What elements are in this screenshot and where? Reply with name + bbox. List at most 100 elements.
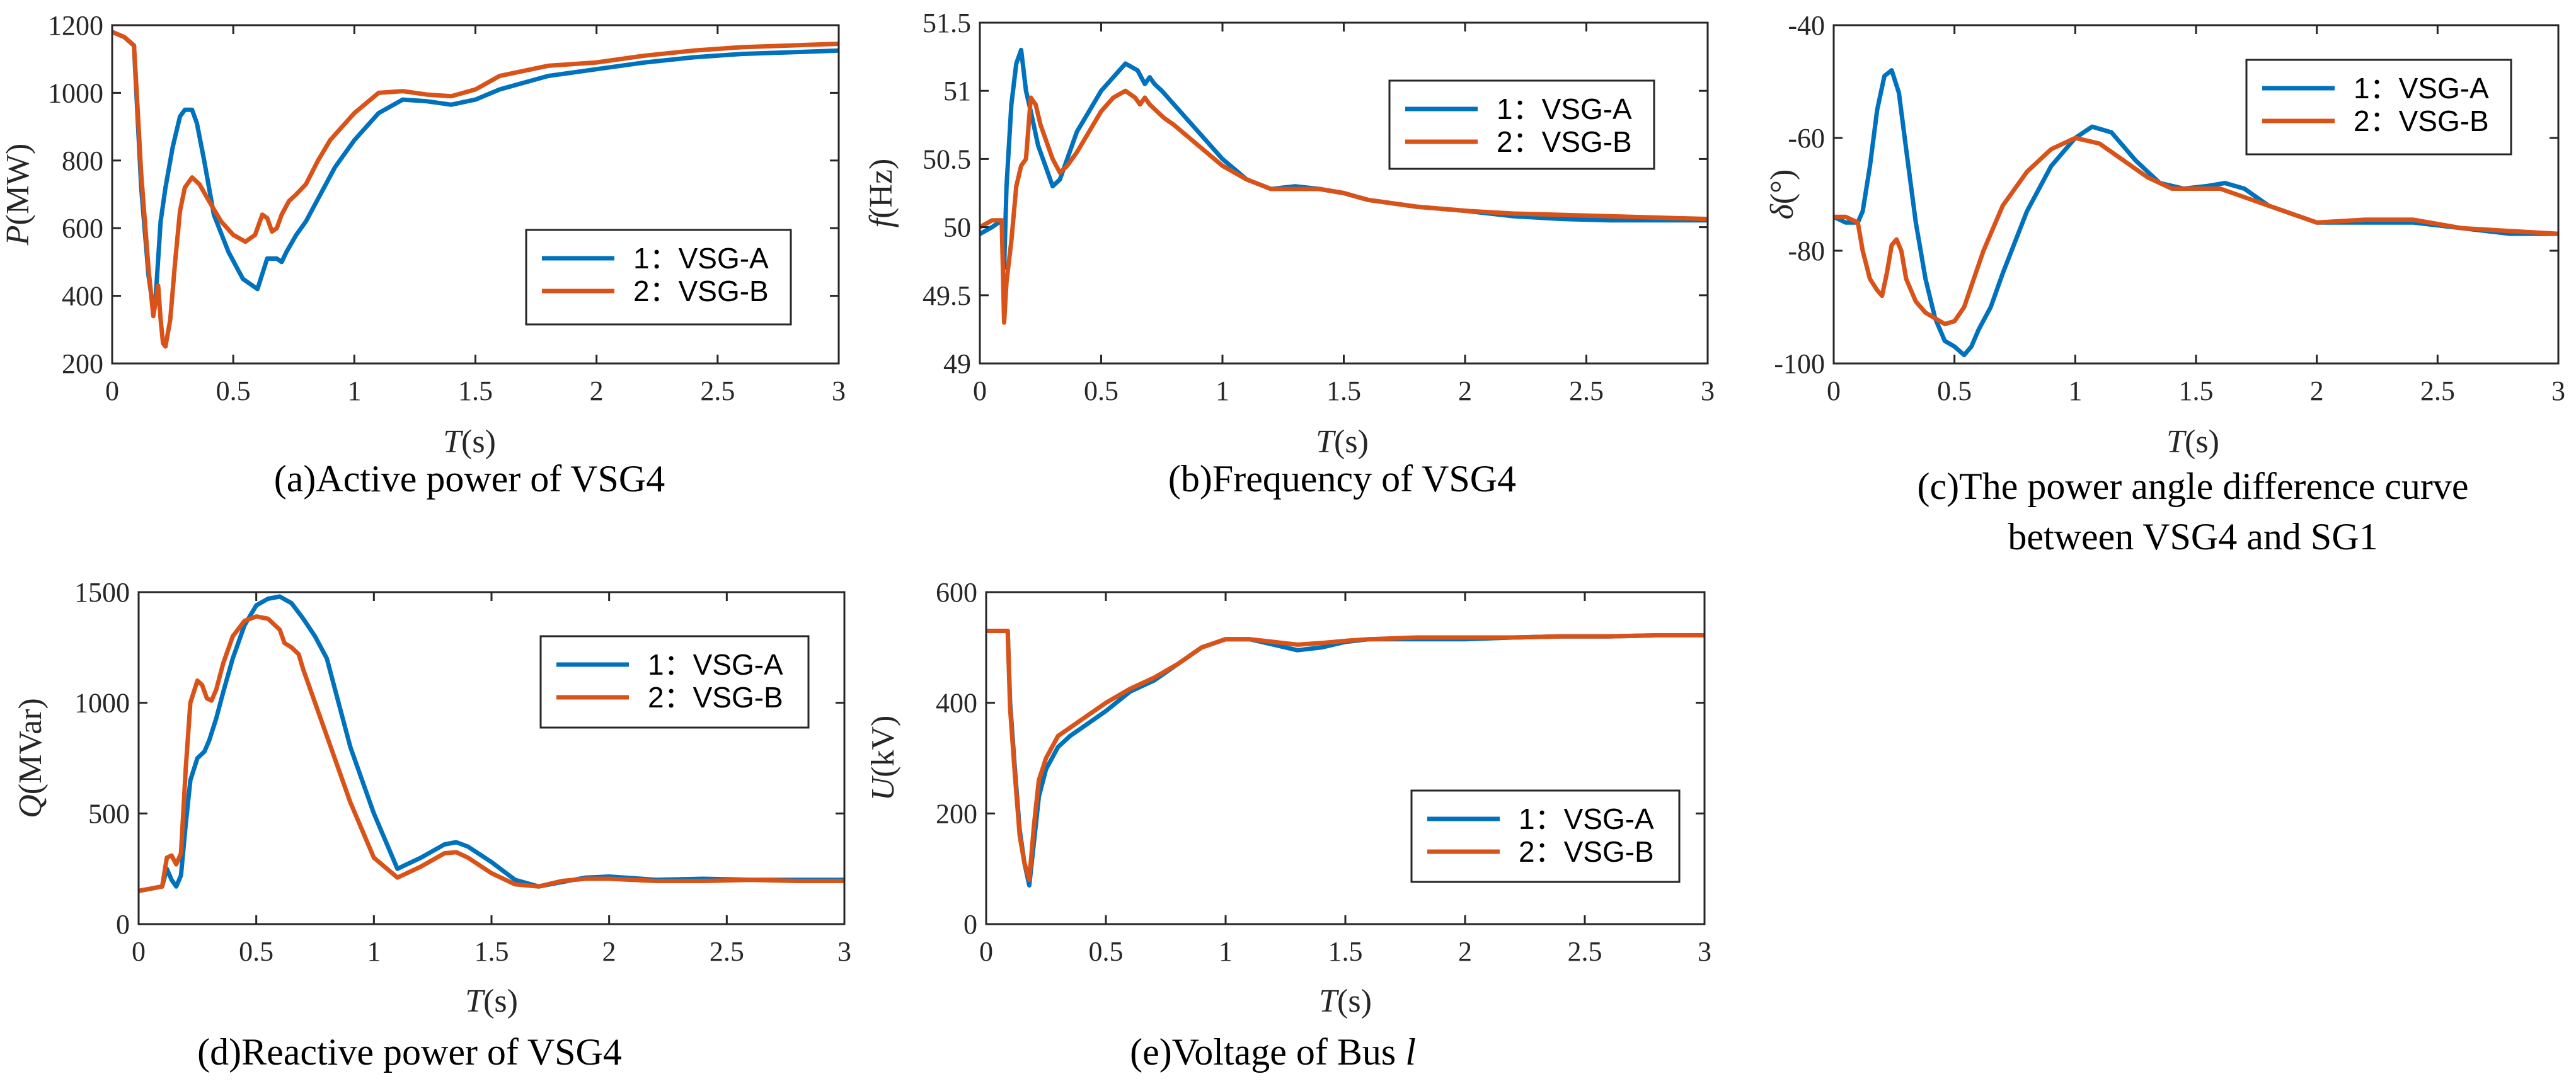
series-line-d-2 bbox=[139, 614, 844, 893]
x-tick-label: 1.5 bbox=[458, 375, 493, 406]
caption-a: (a)Active power of VSG4 bbox=[274, 458, 665, 500]
y-tick-label: 800 bbox=[62, 146, 103, 176]
x-tick-label: 2 bbox=[1458, 375, 1472, 406]
caption-b: (b)Frequency of VSG4 bbox=[1168, 458, 1516, 500]
series-line-e-2 bbox=[986, 629, 1705, 883]
panel-e: 0 0.5 1 1.5 2 2.5 3 0 200 400 600 T(s) U(kV) 1：VSG-A2… bbox=[865, 577, 1711, 1073]
legend-e: 1：VSG-A2：VSG-B bbox=[1410, 789, 1681, 883]
caption-d: (d)Reactive power of VSG4 bbox=[197, 1031, 622, 1073]
x-tick-label: 0.5 bbox=[1937, 375, 1972, 406]
legend-c: 1：VSG-A2：VSG-B bbox=[2245, 59, 2512, 156]
caption-c-line2: between VSG4 and SG1 bbox=[2008, 516, 2378, 557]
y-tick-label: 1500 bbox=[74, 577, 130, 608]
y-axis-label: Q(MVar) bbox=[13, 698, 49, 818]
x-tick-label: 0.5 bbox=[216, 375, 251, 406]
x-tick-label: 2 bbox=[1458, 936, 1472, 967]
series-line-c-2 bbox=[1834, 135, 2558, 326]
legend-box bbox=[525, 229, 792, 326]
x-tick-label: 0.5 bbox=[239, 936, 273, 967]
legend-box bbox=[539, 635, 810, 729]
y-axis-label: P(MW) bbox=[0, 144, 36, 246]
y-tick-label: -100 bbox=[1774, 348, 1825, 379]
x-tick-label: 1 bbox=[367, 936, 381, 967]
x-axis-label: T(s) bbox=[1319, 983, 1372, 1019]
x-tick-label: 0 bbox=[105, 375, 119, 406]
x-tick-label: 0 bbox=[132, 936, 146, 967]
x-axis-label: T(s) bbox=[1316, 424, 1369, 460]
legend-b: 1：VSG-A2：VSG-B bbox=[1388, 79, 1655, 170]
x-tick-label: 2.5 bbox=[2420, 375, 2455, 406]
y-tick-label: 1000 bbox=[74, 688, 130, 719]
x-tick-label: 3 bbox=[1698, 936, 1711, 967]
y-tick-label: 1000 bbox=[48, 77, 103, 108]
x-axis-label: T(s) bbox=[465, 983, 518, 1019]
x-tick-label: 2.5 bbox=[1569, 375, 1604, 406]
y-tick-label: 49.5 bbox=[923, 280, 971, 311]
x-tick-label: 1 bbox=[1219, 936, 1233, 967]
x-tick-label: 1 bbox=[1216, 375, 1229, 406]
y-tick-label: 500 bbox=[88, 798, 130, 829]
caption-c: (c)The power angle difference curve bbox=[1917, 466, 2468, 507]
legend-label-1: 1：VSG-A bbox=[1497, 93, 1632, 125]
legend-box bbox=[2245, 59, 2512, 156]
x-tick-label: 3 bbox=[832, 375, 846, 406]
legend-label-1: 1：VSG-A bbox=[2354, 72, 2489, 105]
y-tick-label: -80 bbox=[1788, 236, 1825, 266]
y-tick-label: 200 bbox=[936, 798, 977, 829]
y-axis-label: f(Hz) bbox=[863, 159, 899, 228]
legend-label-2: 2：VSG-B bbox=[1519, 835, 1654, 868]
legend-label-2: 2：VSG-B bbox=[633, 275, 769, 307]
x-tick-label: 2 bbox=[602, 936, 616, 967]
panel-b: 0 0.5 1 1.5 2 2.5 3 49 49.5 50 50.5 51 51.5 T(s) f(Hz)… bbox=[863, 8, 1715, 500]
x-tick-label: 0.5 bbox=[1089, 936, 1124, 967]
legend-d: 1：VSG-A2：VSG-B bbox=[539, 635, 810, 729]
legend-label-1: 1：VSG-A bbox=[648, 648, 783, 681]
panel-a: 0 0.5 1 1.5 2 2.5 3 200 400 600 800 1000 1200 T(s) P(M… bbox=[0, 10, 846, 500]
x-axis-label: T(s) bbox=[2166, 424, 2219, 460]
y-tick-label: 50.5 bbox=[923, 144, 971, 174]
x-tick-label: 3 bbox=[2551, 375, 2565, 406]
legend-box bbox=[1410, 789, 1681, 883]
y-tick-label: 600 bbox=[936, 577, 977, 608]
x-tick-label: 0 bbox=[973, 375, 987, 406]
x-tick-label: 1.5 bbox=[1328, 936, 1363, 967]
x-tick-label: 0 bbox=[979, 936, 993, 967]
x-tick-label: 3 bbox=[1701, 375, 1715, 406]
x-tick-label: 3 bbox=[837, 936, 851, 967]
legend-a: 1：VSG-A2：VSG-B bbox=[525, 229, 792, 326]
series-line-b-2 bbox=[980, 88, 1708, 325]
panel-d: 0 0.5 1 1.5 2 2.5 3 0 500 1000 1500 T(s) Q(MVar) 1：VS… bbox=[13, 577, 851, 1073]
y-tick-label: 600 bbox=[62, 213, 103, 244]
legend-label-1: 1：VSG-A bbox=[633, 242, 769, 275]
legend-box bbox=[1388, 79, 1655, 170]
x-tick-label: 2.5 bbox=[710, 936, 744, 967]
y-tick-label: 49 bbox=[943, 348, 971, 379]
legend-label-2: 2：VSG-B bbox=[1497, 125, 1632, 158]
x-tick-label: 1.5 bbox=[2179, 375, 2214, 406]
x-tick-label: 1 bbox=[347, 375, 361, 406]
y-tick-label: 1200 bbox=[48, 10, 103, 41]
y-tick-label: 50 bbox=[943, 212, 971, 243]
legend-label-2: 2：VSG-B bbox=[2354, 105, 2489, 137]
y-tick-label: -40 bbox=[1788, 10, 1825, 41]
x-tick-label: 1 bbox=[2068, 375, 2082, 406]
y-tick-label: 400 bbox=[62, 281, 103, 312]
panel-c: 0 0.5 1 1.5 2 2.5 3 -100 -80 -60 -40 T(s) δ(°) 1：VSG-… bbox=[1764, 10, 2565, 557]
x-axis-label: T(s) bbox=[443, 424, 496, 460]
y-tick-label: 0 bbox=[116, 909, 130, 940]
x-tick-label: 1.5 bbox=[474, 936, 509, 967]
caption-e: (e)Voltage of Bus l bbox=[1130, 1031, 1416, 1073]
y-tick-label: 400 bbox=[936, 688, 977, 719]
y-tick-label: -60 bbox=[1788, 123, 1825, 154]
y-axis-label: δ(°) bbox=[1764, 169, 1800, 220]
y-tick-label: 0 bbox=[963, 909, 977, 940]
legend-label-2: 2：VSG-B bbox=[648, 681, 783, 714]
y-tick-label: 51 bbox=[943, 76, 971, 106]
x-tick-label: 1.5 bbox=[1326, 375, 1361, 406]
y-axis-label: U(kV) bbox=[865, 716, 901, 801]
x-tick-label: 0.5 bbox=[1084, 375, 1118, 406]
x-tick-label: 2 bbox=[590, 375, 604, 406]
legend-label-1: 1：VSG-A bbox=[1519, 803, 1654, 835]
series-line-a-2 bbox=[112, 30, 839, 349]
